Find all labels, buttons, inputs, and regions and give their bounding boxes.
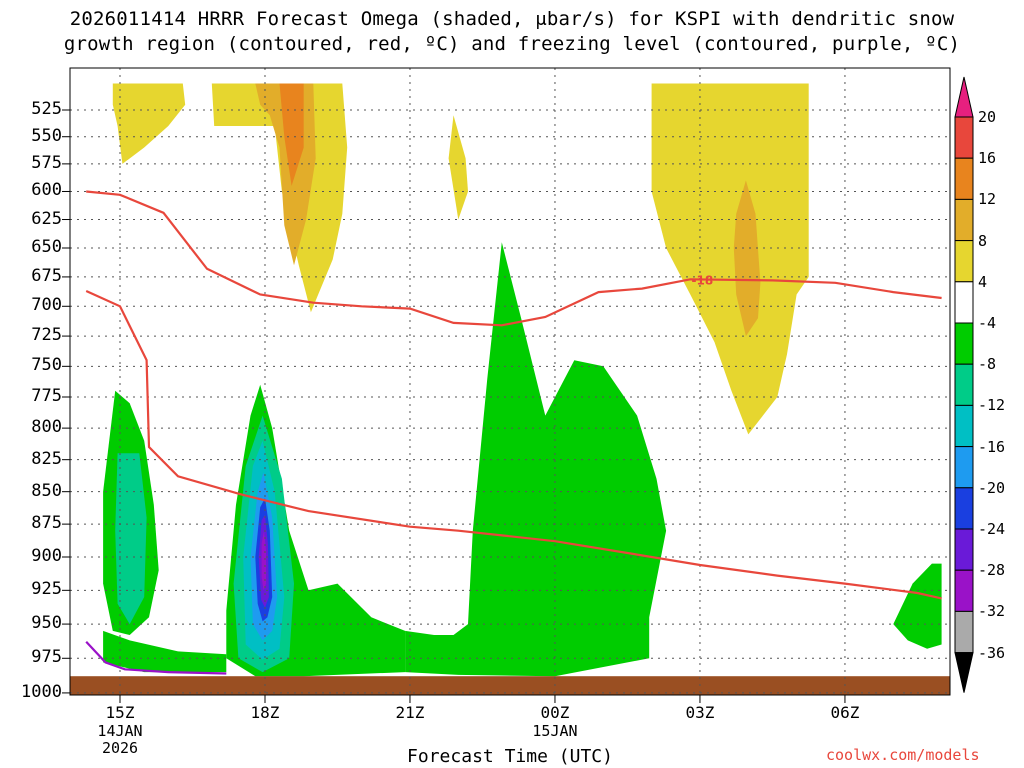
omega-region-downward-03z xyxy=(651,83,809,435)
plot-frame xyxy=(69,67,951,696)
colorbar-label-minus28: -28 xyxy=(978,561,1006,580)
y-tick-label-850: 850 xyxy=(31,480,62,501)
omega-region-upward-00z xyxy=(405,242,667,677)
colorbar-label-minus32: -32 xyxy=(978,602,1006,621)
contours xyxy=(85,190,942,675)
y-tick-label-775: 775 xyxy=(31,386,62,406)
x-axis-title: Forecast Time (UTC) xyxy=(407,746,613,767)
x-tick-sublabel-15jan: 15JAN xyxy=(532,722,578,740)
omega-region-upward-sfc-band xyxy=(103,630,227,673)
colorbar-swatch-10 xyxy=(954,487,974,530)
colorbar-label-20: 20 xyxy=(978,108,997,126)
colorbar-label-minus36: -36 xyxy=(978,643,1006,662)
colorbar-swatch-6 xyxy=(954,322,974,365)
y-tick-label-925: 925 xyxy=(31,579,62,600)
colorbar-arrow-top xyxy=(954,76,974,118)
colorbar-label-12: 12 xyxy=(978,190,997,209)
chart-title-line2: growth region (contoured, red, ºC) and f… xyxy=(63,33,961,55)
omega-region-downward-21z xyxy=(448,115,468,220)
colorbar-label-4: 4 xyxy=(978,272,988,291)
y-tick-label-1000: 1000 xyxy=(21,681,62,702)
plot-area xyxy=(70,68,950,695)
y-tick-label-750: 750 xyxy=(31,355,62,376)
y-tick-label-650: 650 xyxy=(31,237,62,257)
colorbar xyxy=(954,76,974,693)
colorbar-label-16: 16 xyxy=(978,149,997,168)
omega-shading xyxy=(103,83,942,677)
colorbar-swatch-8 xyxy=(954,404,974,448)
dgz-contour--18 xyxy=(86,190,942,327)
dgz-contour--12 xyxy=(85,289,942,600)
colorbar-swatch-9 xyxy=(954,446,974,489)
y-tick-label-950: 950 xyxy=(31,613,62,634)
y-tick-label-725: 725 xyxy=(31,325,62,346)
y-tick-label-525: 525 xyxy=(31,99,62,119)
x-tick-sublabel-2026: 2026 xyxy=(101,739,139,757)
colorbar-label-minus8: -8 xyxy=(978,355,997,374)
colorbar-swatch-7 xyxy=(954,363,974,406)
x-tick-label-21Z: 21Z xyxy=(395,703,425,722)
y-tick-label-575: 575 xyxy=(31,152,62,173)
colorbar-arrow-bottom xyxy=(954,652,974,693)
omega-region-downward-15z xyxy=(112,83,186,164)
y-tick-label-900: 900 xyxy=(31,546,62,566)
colorbar-swatch-3 xyxy=(954,198,974,242)
x-tick-label-06Z: 06Z xyxy=(830,703,860,722)
y-tick-label-625: 625 xyxy=(31,208,62,229)
y-tick-label-975: 975 xyxy=(31,647,62,668)
omega-region-upward-07z xyxy=(893,563,942,649)
colorbar-swatch-13 xyxy=(954,610,974,654)
contour-label-minus18: -18 xyxy=(692,273,714,287)
y-tick-label-825: 825 xyxy=(31,448,62,469)
y-tick-label-875: 875 xyxy=(31,513,62,534)
tick-marks xyxy=(62,109,846,703)
colorbar-swatch-11 xyxy=(954,528,974,571)
colorbar-label-minus20: -20 xyxy=(978,478,1006,497)
y-tick-label-800: 800 xyxy=(31,417,62,438)
x-tick-sublabel-14jan: 14JAN xyxy=(97,722,143,740)
x-tick-label-03Z: 03Z xyxy=(685,703,715,722)
terrain xyxy=(70,676,950,695)
colorbar-label-minus12: -12 xyxy=(978,396,1006,415)
chart-title-line1: 2026011414 HRRR Forecast Omega (shaded, … xyxy=(69,8,955,30)
x-tick-label-15Z: 15Z xyxy=(105,703,135,722)
y-tick-label-675: 675 xyxy=(31,265,62,286)
colorbar-swatch-4 xyxy=(954,240,974,283)
colorbar-swatch-12 xyxy=(954,569,974,612)
colorbar-label-minus4: -4 xyxy=(978,314,997,332)
colorbar-label-minus16: -16 xyxy=(978,437,1006,456)
omega-region-downward-17z-c2 xyxy=(279,83,304,186)
x-tick-label-18Z: 18Z xyxy=(250,703,280,722)
y-tick-label-550: 550 xyxy=(31,125,62,146)
colorbar-label-8: 8 xyxy=(978,231,988,250)
colorbar-swatch-5 xyxy=(954,281,974,324)
omega-region-downward-03z-c1 xyxy=(733,180,761,337)
y-tick-label-700: 700 xyxy=(31,295,62,316)
freezing-level-contour-0 xyxy=(85,641,227,675)
y-tick-label-600: 600 xyxy=(31,180,62,201)
colorbar-swatch-1 xyxy=(954,116,974,159)
colorbar-swatch-2 xyxy=(954,157,974,200)
colorbar-label-minus24: -24 xyxy=(978,520,1006,538)
omega-region-upward-15z-core xyxy=(115,453,147,625)
x-tick-label-00Z: 00Z xyxy=(540,703,570,722)
credit-link[interactable]: coolwx.com/models xyxy=(826,746,980,764)
